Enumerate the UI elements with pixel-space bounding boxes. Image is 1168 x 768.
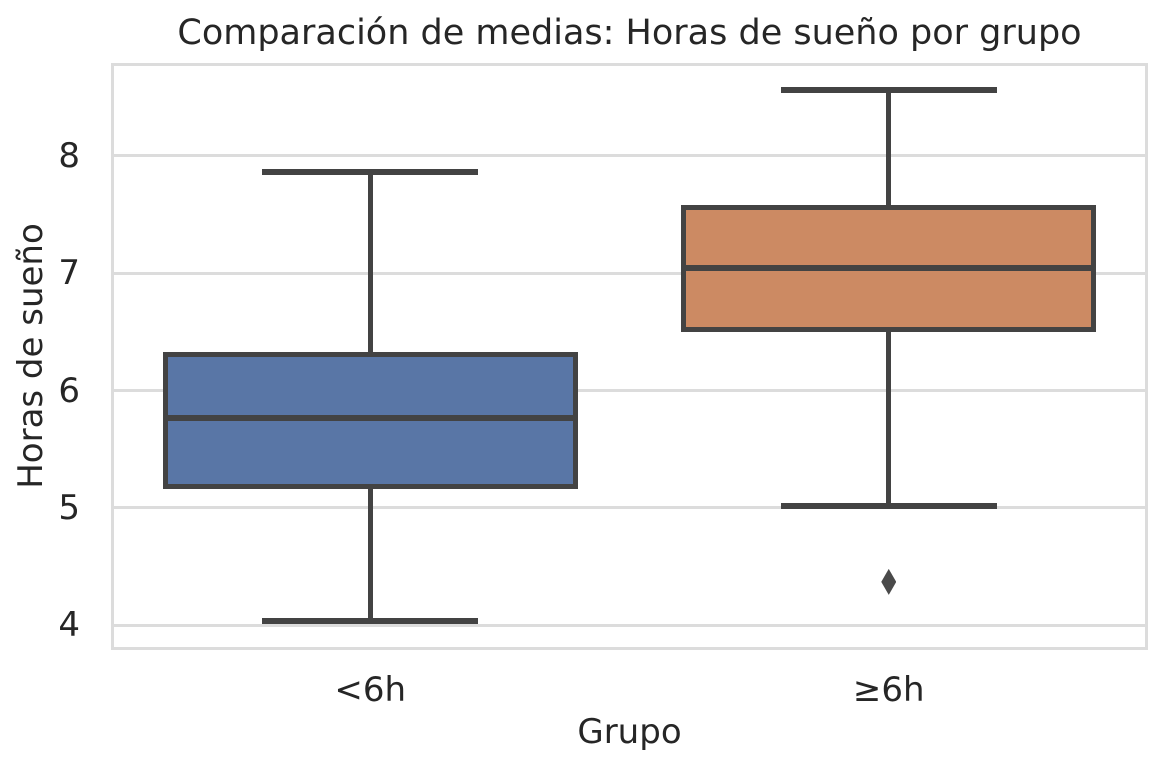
upper-whisker-cap — [780, 87, 997, 93]
right-spine — [1145, 63, 1148, 650]
outlier-diamond — [881, 568, 897, 595]
y-tick-label: 6 — [58, 370, 80, 411]
x-tick-label: <6h — [334, 670, 407, 710]
upper-whisker-cap — [262, 169, 479, 176]
y-tick-label: 4 — [58, 605, 80, 646]
median-line — [167, 414, 573, 421]
x-tick-label: ≥6h — [852, 670, 925, 710]
lower-whisker-cap — [780, 502, 997, 509]
lower-whisker — [367, 489, 373, 621]
gridline — [114, 154, 1145, 158]
lower-whisker — [886, 331, 892, 506]
upper-whisker — [886, 90, 892, 206]
gridline — [114, 506, 1145, 510]
plot-area — [111, 63, 1148, 650]
bottom-spine — [111, 647, 1148, 650]
upper-whisker — [367, 172, 373, 352]
x-axis-label: Grupo — [577, 712, 682, 752]
y-tick-label: 7 — [58, 253, 80, 294]
gridline — [114, 271, 1145, 275]
left-spine — [111, 63, 114, 650]
top-spine — [111, 63, 1148, 66]
lower-whisker-cap — [262, 617, 479, 624]
gridline — [114, 623, 1145, 627]
y-tick-label: 8 — [58, 135, 80, 176]
gridline — [114, 389, 1145, 393]
y-tick-label: 5 — [58, 487, 80, 528]
chart-title: Comparación de medias: Horas de sueño po… — [177, 13, 1082, 53]
median-line — [686, 265, 1092, 272]
